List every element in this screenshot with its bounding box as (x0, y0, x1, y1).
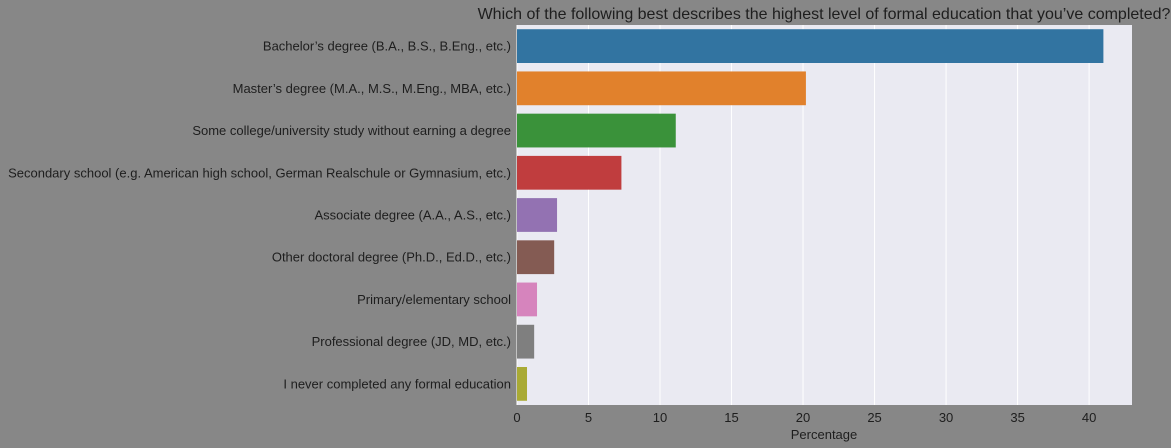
bar (517, 29, 1104, 63)
bars (517, 29, 1104, 401)
x-tick-label: 35 (1010, 410, 1024, 425)
category-label: Some college/university study without ea… (192, 123, 511, 138)
category-label: I never completed any formal education (283, 376, 511, 391)
x-tick-label: 30 (939, 410, 953, 425)
x-tick-label: 10 (653, 410, 667, 425)
x-tick-label: 0 (513, 410, 520, 425)
bar (517, 155, 622, 190)
category-label: Bachelor’s degree (B.A., B.S., B.Eng., e… (263, 39, 511, 54)
chart-title: Which of the following best describes th… (478, 6, 1171, 23)
bar (517, 240, 555, 275)
bar (517, 367, 528, 401)
x-axis-title: Percentage (791, 427, 858, 442)
bar (517, 198, 558, 232)
category-labels: Bachelor’s degree (B.A., B.S., B.Eng., e… (8, 39, 511, 392)
bar (517, 282, 538, 317)
category-label: Primary/elementary school (357, 292, 511, 307)
x-tick-label: 5 (585, 410, 592, 425)
category-label: Other doctoral degree (Ph.D., Ed.D., etc… (272, 250, 511, 265)
x-axis-ticks: 0 5 10 15 20 25 30 35 40 (513, 410, 1096, 425)
category-label: Professional degree (JD, MD, etc.) (312, 334, 511, 349)
x-tick-label: 20 (796, 410, 810, 425)
x-tick-label: 40 (1082, 410, 1096, 425)
bar (517, 71, 806, 106)
category-label: Master’s degree (M.A., M.S., M.Eng., MBA… (233, 81, 511, 96)
category-label: Secondary school (e.g. American high sch… (8, 165, 511, 180)
bar (517, 324, 535, 359)
category-label: Associate degree (A.A., A.S., etc.) (314, 208, 511, 223)
x-tick-label: 25 (867, 410, 881, 425)
x-tick-label: 15 (724, 410, 738, 425)
bar (517, 113, 676, 148)
